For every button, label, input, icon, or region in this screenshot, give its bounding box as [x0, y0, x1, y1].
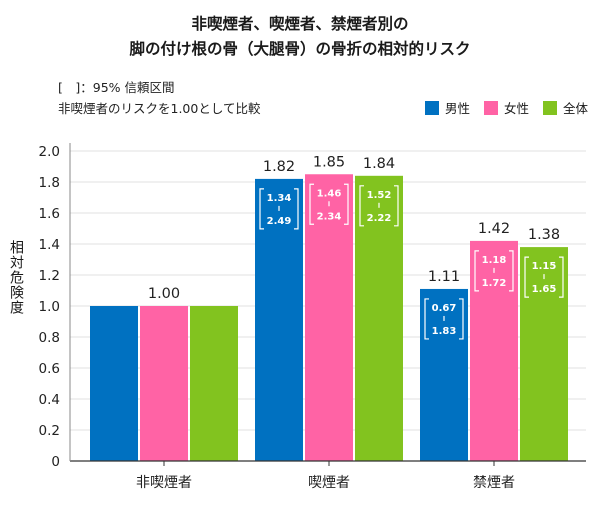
bar [520, 247, 568, 461]
legend-label-female: 女性 [503, 101, 529, 116]
value-label: 1.38 [528, 227, 560, 243]
y-tick-label: 0.4 [39, 392, 60, 408]
bar [355, 175, 403, 462]
ci-bracket-right [559, 256, 564, 298]
ci-lower-label: 2.49 [267, 216, 292, 227]
ci-bracket-left [424, 298, 429, 340]
ci-bracket-left [259, 188, 264, 230]
ci-upper-label: 1.52 [367, 190, 392, 201]
y-tick-label: 1.2 [39, 268, 60, 284]
y-tick-label: 1.0 [39, 299, 60, 315]
bar [470, 240, 518, 461]
chart-title-line2: 脚の付け根の骨（大腿骨）の骨折の相対的リスク [129, 40, 471, 58]
ci-bracket-left [309, 183, 314, 225]
legend-swatch-female [483, 100, 498, 115]
value-label: 1.11 [428, 269, 460, 285]
ci-lower-label: 1.72 [482, 278, 507, 289]
bar [190, 306, 238, 461]
legend-label-male: 男性 [444, 101, 470, 116]
bar [90, 306, 138, 461]
y-tick-label: 0.6 [39, 361, 60, 377]
bar [420, 288, 468, 461]
legend-item-male: 男性 [424, 98, 470, 117]
ci-note: [ ]：95% 信頼区間 [58, 80, 175, 95]
bar [140, 306, 188, 461]
ci-bracket-right [509, 250, 514, 292]
x-category-label: 非喫煙者 [136, 475, 192, 491]
y-tick-label: 0.2 [39, 423, 60, 439]
legend-item-all: 全体 [542, 98, 588, 117]
value-label: 1.84 [363, 156, 395, 172]
value-label: 1.82 [263, 159, 295, 175]
ci-lower-label: 1.65 [532, 284, 557, 295]
ci-bracket-left [524, 256, 529, 298]
chart-title-line1: 非喫煙者、喫煙者、禁煙者別の [191, 15, 409, 33]
ci-bracket-right [394, 185, 399, 227]
y-tick-label: 0 [51, 454, 60, 470]
x-category-label: 喫煙者 [308, 475, 350, 491]
legend-item-female: 女性 [483, 98, 529, 117]
bar [255, 178, 303, 461]
ci-upper-label: 1.46 [317, 188, 342, 199]
ci-lower-label: 2.22 [367, 213, 392, 224]
ci-upper-label: 1.15 [532, 261, 557, 272]
x-category-label: 禁煙者 [473, 475, 515, 491]
ci-bracket-right [344, 183, 349, 225]
ci-bracket-left [474, 250, 479, 292]
legend-label-all: 全体 [562, 101, 588, 116]
ci-upper-label: 1.34 [267, 193, 292, 204]
value-label: 1.00 [148, 286, 180, 302]
y-tick-label: 0.8 [39, 330, 60, 346]
legend: 男性 女性 全体 [424, 98, 588, 117]
value-label: 1.42 [478, 221, 510, 237]
ci-lower-label: 2.34 [317, 211, 342, 222]
legend-swatch-all [542, 100, 557, 115]
y-tick-label: 1.8 [39, 175, 60, 191]
ci-lower-label: 1.83 [432, 326, 457, 337]
ci-upper-label: 0.67 [432, 303, 457, 314]
y-axis-label: 相対危険度 [8, 240, 24, 315]
y-tick-label: 1.6 [39, 206, 60, 222]
ci-bracket-left [359, 185, 364, 227]
y-tick-label: 2.0 [39, 144, 60, 160]
ci-bracket-right [294, 188, 299, 230]
ci-upper-label: 1.18 [482, 255, 507, 266]
baseline-note: 非喫煙者のリスクを1.00として比較 [58, 101, 261, 116]
bar [305, 174, 353, 461]
legend-swatch-male [424, 100, 439, 115]
ci-bracket-right [459, 298, 464, 340]
chart-title: 非喫煙者、喫煙者、禁煙者別の 脚の付け根の骨（大腿骨）の骨折の相対的リスク [0, 12, 600, 62]
value-label: 1.85 [313, 154, 345, 170]
y-tick-label: 1.4 [39, 237, 60, 253]
